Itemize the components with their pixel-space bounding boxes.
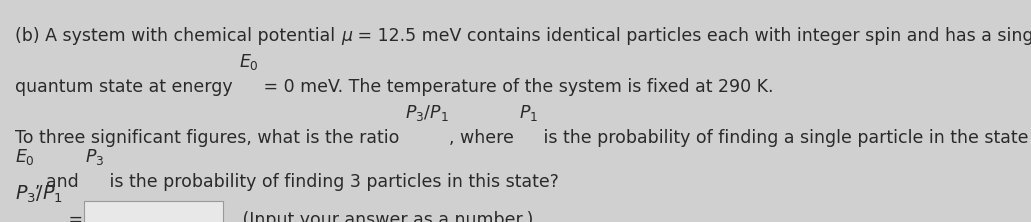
Text: $P_1$: $P_1$: [520, 103, 538, 123]
Text: $P_3$: $P_3$: [85, 147, 104, 167]
Text: , where: , where: [450, 129, 520, 147]
Text: (b) A system with chemical potential: (b) A system with chemical potential: [15, 27, 341, 45]
Text: is the probability of finding a single particle in the state: is the probability of finding a single p…: [538, 129, 1029, 147]
Text: = 0 meV. The temperature of the system is fixed at 290 K.: = 0 meV. The temperature of the system i…: [259, 78, 774, 96]
Text: (Input your answer as a number.): (Input your answer as a number.): [226, 211, 533, 222]
Text: quantum state at energy: quantum state at energy: [15, 78, 238, 96]
Text: $E_0$: $E_0$: [15, 147, 35, 167]
Text: μ: μ: [341, 27, 353, 45]
Text: is the probability of finding 3 particles in this state?: is the probability of finding 3 particle…: [104, 173, 559, 191]
FancyBboxPatch shape: [84, 201, 223, 222]
Text: $P_3/P_1$: $P_3/P_1$: [405, 103, 450, 123]
Text: = 12.5 meV contains identical particles each with integer spin and has a single: = 12.5 meV contains identical particles …: [353, 27, 1031, 45]
Text: $E_0$: $E_0$: [238, 52, 259, 72]
Text: =: =: [63, 211, 89, 222]
Text: $P_3/P_1$: $P_3/P_1$: [15, 184, 63, 205]
Text: To three significant figures, what is the ratio: To three significant figures, what is th…: [15, 129, 405, 147]
Text: , and: , and: [35, 173, 85, 191]
